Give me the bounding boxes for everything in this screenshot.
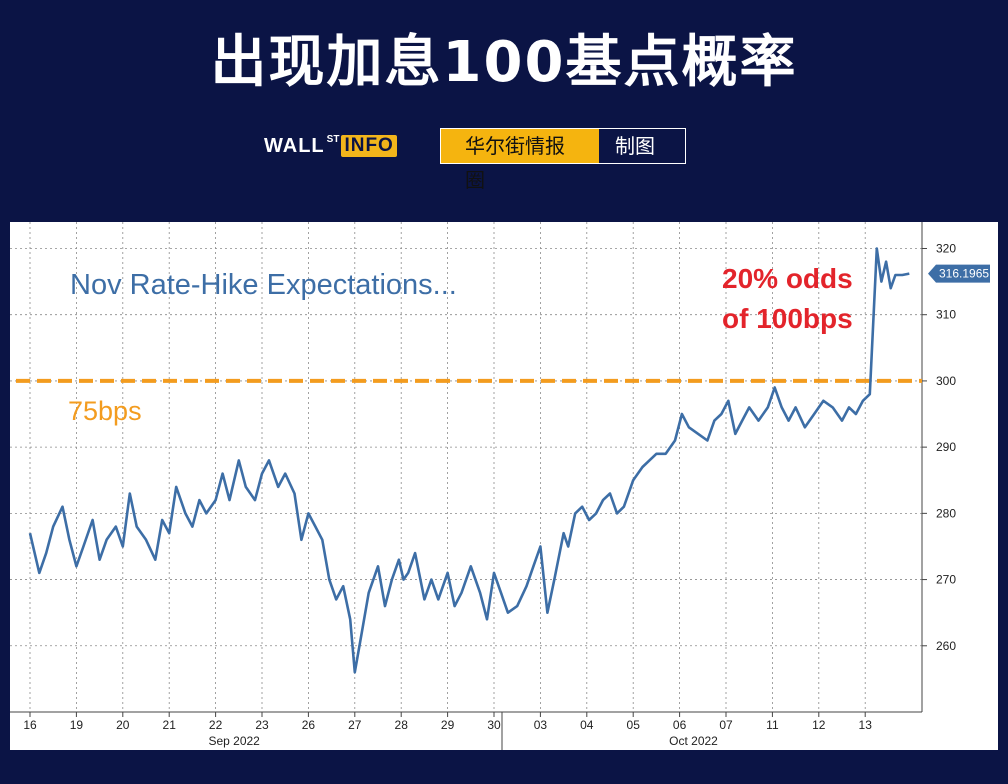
x-axis-ticks: 16 19 20 21 22 23 26 27 28 29 30 03 04 05 06 07 11 12 13 Se… <box>23 712 872 748</box>
wallstreet-logo: WALL ST INFO <box>264 134 397 158</box>
x-tick-label: 04 <box>580 718 594 732</box>
x-tick-label: 05 <box>627 718 641 732</box>
x-tick-label: 26 <box>302 718 316 732</box>
x-tick-label: 20 <box>116 718 130 732</box>
logo-wall-text: WALL <box>264 135 325 157</box>
y-tick-label: 300 <box>936 374 956 388</box>
x-tick-label: 13 <box>859 718 873 732</box>
x-tick-label: 07 <box>719 718 733 732</box>
badge-main-label: 华尔街情报圈 <box>441 129 599 192</box>
x-tick-label: 06 <box>673 718 687 732</box>
x-month-label: Sep 2022 <box>208 734 260 748</box>
brand-row: WALL ST INFO 华尔街情报圈 制图 <box>0 128 1008 192</box>
x-tick-label: 27 <box>348 718 362 732</box>
x-tick-label: 16 <box>23 718 37 732</box>
chart-title: Nov Rate-Hike Expectations... <box>70 269 457 301</box>
x-tick-label: 22 <box>209 718 223 732</box>
x-tick-label: 29 <box>441 718 455 732</box>
source-badge: 华尔街情报圈 制图 <box>440 128 686 192</box>
x-tick-label: 19 <box>70 718 84 732</box>
x-tick-label: 30 <box>487 718 501 732</box>
x-tick-label: 03 <box>534 718 548 732</box>
annotation-line-2: of 100bps <box>722 303 853 334</box>
page-title: 出现加息100基点概率 <box>210 30 798 95</box>
logo-st-text: ST <box>326 134 340 145</box>
y-tick-label: 270 <box>936 573 956 587</box>
x-tick-label: 28 <box>395 718 409 732</box>
series-line <box>28 247 910 674</box>
y-tick-label: 280 <box>936 506 956 520</box>
badge-sub-label: 制图 <box>615 134 655 158</box>
horizontal-gridlines <box>10 248 922 647</box>
threshold-label: 75bps <box>68 396 142 426</box>
logo-info-text: INFO <box>341 135 397 157</box>
last-value-label: 316.1965 <box>939 267 989 281</box>
vertical-gridlines <box>29 222 866 712</box>
x-tick-label: 11 <box>766 718 779 732</box>
y-tick-label: 320 <box>936 241 956 255</box>
x-tick-label: 21 <box>163 718 177 732</box>
chart-panel: 260 270 280 290 300 310 320 16 19 20 21 22 23 26 27 28… <box>10 222 998 750</box>
annotation-line-1: 20% odds <box>722 263 853 294</box>
y-tick-label: 260 <box>936 639 956 653</box>
line-chart: 260 270 280 290 300 310 320 16 19 20 21 22 23 26 27 28… <box>10 222 990 750</box>
y-tick-label: 290 <box>936 440 956 454</box>
x-tick-label: 23 <box>255 718 269 732</box>
x-tick-label: 12 <box>812 718 826 732</box>
last-value-tag: 316.1965 <box>928 264 990 283</box>
y-tick-label: 310 <box>936 308 956 322</box>
y-axis-ticks: 260 270 280 290 300 310 320 <box>922 241 956 653</box>
last-value-tag-shape <box>928 264 990 283</box>
x-month-label: Oct 2022 <box>669 734 718 748</box>
